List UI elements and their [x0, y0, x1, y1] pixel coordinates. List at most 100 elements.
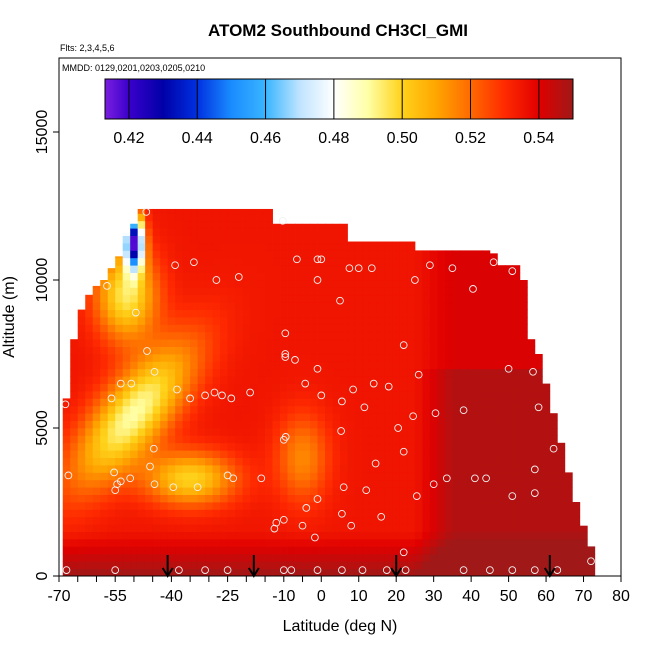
heatmap-cell	[504, 442, 513, 451]
heatmap-cell	[310, 257, 318, 266]
heatmap-cell	[317, 250, 326, 259]
heatmap-cell	[152, 220, 161, 229]
heatmap-cell	[107, 450, 116, 458]
heatmap-cell	[399, 376, 408, 384]
heatmap-cell	[459, 309, 468, 318]
heatmap-cell	[115, 531, 124, 540]
heatmap-cell	[85, 413, 94, 421]
x-tick-label: -40	[160, 588, 183, 605]
heatmap-cell	[369, 302, 378, 310]
colorbar-ticks: 0.42 0.44 0.46 0.48 0.50 0.52 0.54	[113, 79, 555, 147]
heatmap-cell	[70, 346, 79, 355]
heatmap-cell	[340, 472, 348, 481]
heatmap-cell	[332, 539, 341, 547]
heatmap-cell	[504, 376, 513, 384]
heatmap-cell	[302, 383, 311, 392]
heatmap-cell	[122, 309, 131, 318]
heatmap-cell	[549, 457, 558, 466]
heatmap-cell	[137, 280, 146, 288]
heatmap-cell	[85, 302, 94, 310]
heatmap-cell	[235, 487, 243, 495]
heatmap-cell	[474, 383, 483, 392]
heatmap-cell	[167, 405, 176, 414]
heatmap-cell	[212, 294, 221, 303]
heatmap-cell	[280, 546, 288, 555]
heatmap-cell	[137, 228, 146, 236]
heatmap-cell	[190, 228, 199, 236]
heatmap-cell	[429, 524, 438, 532]
heatmap-cell	[107, 268, 116, 273]
heatmap-cell	[295, 502, 303, 510]
heatmap-cell	[340, 413, 348, 421]
heatmap-cell	[257, 220, 266, 229]
heatmap-cell	[115, 539, 124, 547]
heatmap-cell	[212, 435, 221, 444]
heatmap-cell	[340, 539, 348, 547]
heatmap-cell	[325, 324, 333, 333]
y-tick-label: 15000	[34, 110, 51, 155]
heatmap-cell	[579, 546, 588, 555]
heatmap-cell	[474, 257, 483, 266]
heatmap-cell	[564, 479, 573, 488]
heatmap-cell	[212, 524, 221, 532]
heatmap-cell	[272, 479, 281, 488]
heatmap-cell	[295, 450, 303, 458]
heatmap-cell	[175, 487, 184, 495]
heatmap-cell	[220, 539, 228, 547]
sample-point	[442, 474, 451, 483]
heatmap-cell	[272, 280, 281, 288]
heatmap-cell	[482, 428, 491, 436]
heatmap-cell	[534, 568, 543, 577]
heatmap-cell	[459, 546, 468, 555]
heatmap-cell	[250, 531, 258, 540]
heatmap-cell	[332, 391, 341, 399]
heatmap-cell	[92, 317, 101, 325]
heatmap-cell	[422, 465, 431, 473]
heatmap-cell	[272, 361, 281, 370]
heatmap-cell	[354, 546, 363, 555]
heatmap-cell	[212, 250, 221, 259]
heatmap-cell	[242, 361, 251, 370]
heatmap-cell	[459, 494, 468, 503]
heatmap-cell	[152, 294, 161, 303]
heatmap-cell	[444, 346, 453, 355]
heatmap-cell	[302, 472, 311, 481]
heatmap-cell	[175, 531, 184, 540]
heatmap-cell	[70, 494, 79, 503]
heatmap-cell	[302, 250, 311, 259]
heatmap-cell	[392, 546, 401, 555]
heatmap-cell	[534, 354, 543, 362]
sample-point	[409, 412, 417, 421]
heatmap-cell	[497, 405, 506, 414]
heatmap-cell	[92, 420, 101, 429]
heatmap-cell	[175, 220, 184, 229]
heatmap-cell	[504, 524, 513, 532]
heatmap-cell	[160, 413, 169, 421]
heatmap-cell	[579, 539, 588, 547]
heatmap-cell	[265, 428, 273, 436]
heatmap-cell	[444, 524, 453, 532]
heatmap-cell	[444, 450, 453, 458]
heatmap-cell	[175, 309, 184, 318]
heatmap-cell	[354, 405, 363, 414]
heatmap-cell	[175, 428, 184, 436]
heatmap-cell	[152, 420, 161, 429]
heatmap-cell	[175, 213, 184, 222]
heatmap-cell	[474, 502, 483, 510]
heatmap-cell	[152, 479, 161, 488]
heatmap-cell	[295, 391, 303, 399]
heatmap-cell	[130, 413, 139, 421]
heatmap-cell	[407, 287, 416, 296]
heatmap-cell	[122, 457, 131, 466]
heatmap-cell	[175, 568, 184, 577]
heatmap-cell	[310, 413, 318, 421]
heatmap-cell	[62, 546, 71, 555]
heatmap-cell	[399, 502, 408, 510]
sample-point	[313, 276, 322, 284]
heatmap-cell	[497, 502, 506, 510]
heatmap-cell	[152, 391, 161, 399]
heatmap-cell	[137, 287, 146, 296]
heatmap-cell	[414, 265, 423, 273]
heatmap-cell	[452, 302, 461, 310]
heatmap-cell	[474, 472, 483, 481]
